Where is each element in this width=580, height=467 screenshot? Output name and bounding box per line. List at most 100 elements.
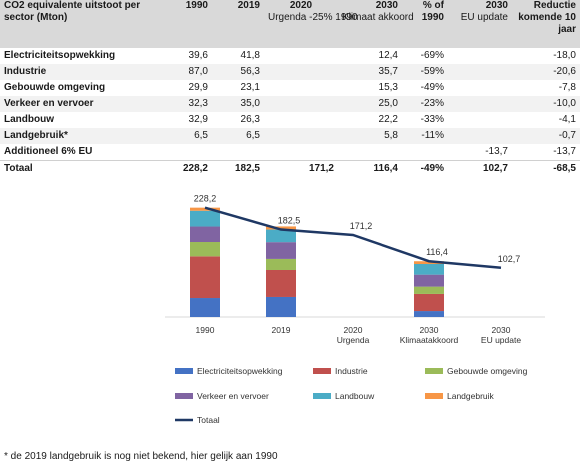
cell: 32,3 bbox=[160, 96, 212, 112]
x-tick-label: 2019 bbox=[272, 325, 291, 335]
cell: 39,6 bbox=[188, 50, 208, 61]
cell: -59% bbox=[402, 64, 448, 80]
table-row: Verkeer en vervoer 32,3 35,0 25,0 -23% -… bbox=[0, 96, 580, 112]
row-label: Electriciteitsopwekking bbox=[4, 50, 116, 61]
row-label: Verkeer en vervoer bbox=[0, 96, 160, 112]
bar-segment-verkeer bbox=[190, 226, 220, 243]
cell: -20,6 bbox=[512, 64, 580, 80]
cell: 228,2 bbox=[160, 160, 212, 177]
bar-segment-industrie bbox=[414, 293, 444, 312]
bar-segment-electriciteit bbox=[414, 311, 444, 317]
cell: -49% bbox=[402, 160, 448, 177]
cell: 35,7 bbox=[338, 64, 402, 80]
cell: 182,5 bbox=[212, 160, 264, 177]
legend-label-industrie: Industrie bbox=[335, 366, 368, 376]
bar-segment-landgebruik bbox=[266, 226, 296, 230]
bar-segment-gebouwde bbox=[190, 242, 220, 257]
cell: 102,7 bbox=[448, 160, 512, 177]
row-label: Gebouwde omgeving bbox=[4, 82, 106, 93]
cell: 6,5 bbox=[160, 128, 212, 144]
cell: -23% bbox=[402, 96, 448, 112]
cell: -10,0 bbox=[512, 96, 580, 112]
bar-segment-landbouw bbox=[190, 210, 220, 227]
bar-segment-electriciteit bbox=[190, 298, 220, 317]
bar-segment-industrie bbox=[190, 256, 220, 299]
cell bbox=[264, 144, 338, 161]
cell bbox=[448, 64, 512, 80]
table-row: Industrie 87,0 56,3 35,7 -59% -20,6 bbox=[0, 64, 580, 80]
emissions-table-container: CO2 equivalente uitstoot per sector (Mto… bbox=[0, 0, 580, 177]
bar-segment-landgebruik bbox=[414, 261, 444, 265]
legend-label-gebouwde: Gebouwde omgeving bbox=[447, 366, 528, 376]
x-tick-label: 2020 bbox=[344, 325, 363, 335]
cell: -49% bbox=[420, 82, 444, 93]
footnote: * de 2019 landgebruik is nog niet bekend… bbox=[4, 451, 278, 462]
cell: 15,3 bbox=[378, 82, 398, 93]
row-label: Landgebruik* bbox=[0, 128, 160, 144]
col-header-sector: CO2 equivalente uitstoot per sector (Mto… bbox=[0, 0, 160, 48]
cell bbox=[338, 144, 402, 161]
cell: 22,2 bbox=[378, 114, 398, 125]
total-data-label: 116,4 bbox=[426, 247, 448, 257]
col-header-reductie: Reductie komende 10 jaar bbox=[512, 0, 580, 48]
cell: 41,8 bbox=[240, 50, 260, 61]
cell: 29,9 bbox=[188, 82, 208, 93]
col-header-percent-label: % of 1990 bbox=[421, 0, 444, 23]
cell: -68,5 bbox=[512, 160, 580, 177]
col-header-2019-label: 2019 bbox=[237, 0, 260, 11]
bar-segment-gebouwde bbox=[414, 286, 444, 294]
cell: -18,0 bbox=[553, 50, 576, 61]
cell: 12,4 bbox=[378, 50, 398, 61]
col-header-2030-label: 2030 bbox=[375, 0, 398, 11]
x-tick-label: 2030 bbox=[492, 325, 511, 335]
cell: 35,0 bbox=[212, 96, 264, 112]
total-data-label: 102,7 bbox=[498, 254, 521, 264]
cell bbox=[448, 96, 512, 112]
legend-swatch-electriciteit bbox=[175, 368, 193, 374]
col-header-2030-eu-label: 2030 bbox=[485, 0, 508, 11]
bar-segment-industrie bbox=[266, 269, 296, 297]
cell: -0,7 bbox=[512, 128, 580, 144]
table-row: Electriciteitsopwekking 39,6 41,8 12,4 -… bbox=[0, 48, 580, 64]
emissions-chart: 228,2 182,5 171,2 116,4 102,7 1990 2019 2020 Urg… bbox=[0, 192, 580, 442]
bar-segment-electriciteit bbox=[266, 296, 296, 317]
total-line bbox=[204, 206, 502, 270]
bar-segment-verkeer bbox=[414, 274, 444, 287]
cell bbox=[264, 128, 338, 144]
row-label: Landbouw bbox=[4, 114, 54, 125]
bar-segment-landbouw bbox=[414, 264, 444, 275]
cell: 5,8 bbox=[338, 128, 402, 144]
cell: 87,0 bbox=[160, 64, 212, 80]
col-header-2030: 2030 Klimaat akkoord bbox=[338, 0, 414, 48]
legend-swatch-gebouwde bbox=[425, 368, 443, 374]
row-label: Totaal bbox=[0, 160, 160, 177]
col-header-2030-eu: 2030 EU update bbox=[448, 0, 512, 48]
cell bbox=[264, 48, 338, 64]
cell: -13,7 bbox=[553, 146, 576, 157]
table-total-row: Totaal 228,2 182,5 171,2 116,4 -49% 102,… bbox=[0, 160, 580, 177]
cell: 25,0 bbox=[338, 96, 402, 112]
cell: -4,1 bbox=[558, 114, 576, 125]
cell: 23,1 bbox=[240, 82, 260, 93]
col-header-reductie-label: Reductie komende 10 jaar bbox=[518, 0, 576, 35]
legend-swatch-industrie bbox=[313, 368, 331, 374]
cell: 6,5 bbox=[212, 128, 264, 144]
legend-swatch-landgebruik bbox=[425, 393, 443, 399]
table-row: Gebouwde omgeving 29,9 23,1 15,3 -49% -7… bbox=[0, 80, 580, 96]
col-header-2020-sub: Urgenda -25% 1990 bbox=[268, 12, 358, 23]
cell bbox=[402, 144, 448, 161]
col-header-1990-label: 1990 bbox=[185, 0, 208, 11]
cell bbox=[264, 112, 338, 128]
cell bbox=[448, 48, 512, 64]
cell: 26,3 bbox=[240, 114, 260, 125]
col-header-sector-label: CO2 equivalente uitstoot per sector (Mto… bbox=[4, 0, 141, 23]
cell: 116,4 bbox=[338, 160, 402, 177]
total-data-label: 228,2 bbox=[194, 194, 217, 204]
row-label: Additioneel 6% EU bbox=[4, 146, 93, 157]
col-header-2030-eu-sub: EU update bbox=[460, 12, 508, 23]
col-header-2020-label: 2020 bbox=[289, 0, 313, 11]
cell bbox=[448, 80, 512, 96]
x-tick-label: 1990 bbox=[196, 325, 215, 335]
table-row: Landbouw 32,9 26,3 22,2 -33% -4,1 bbox=[0, 112, 580, 128]
col-header-2030-sub: Klimaat akkoord bbox=[342, 12, 414, 23]
